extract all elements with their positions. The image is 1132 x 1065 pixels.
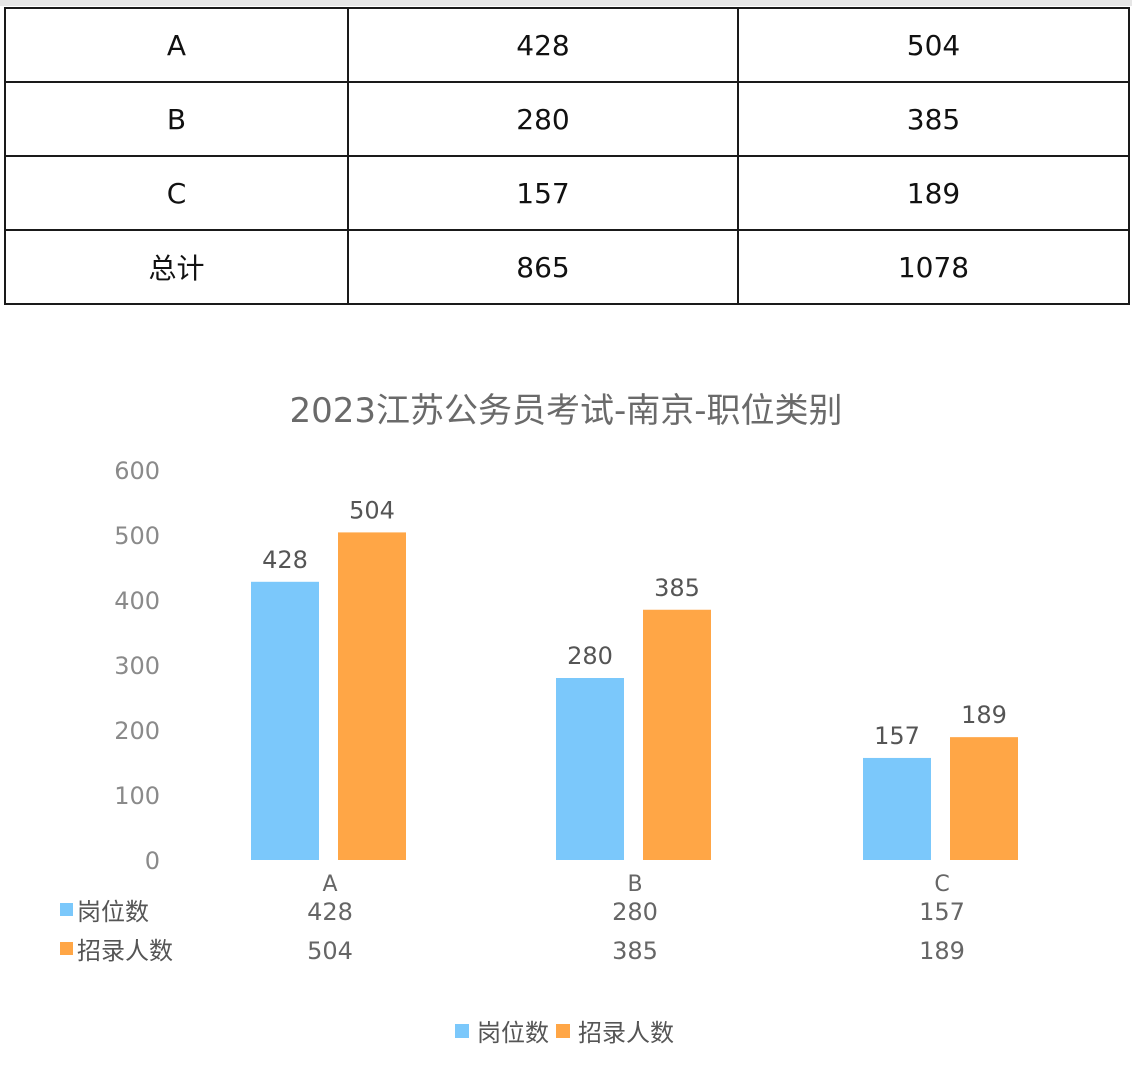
x-tick-label: B <box>627 872 642 897</box>
table-cell: A <box>4 7 349 83</box>
data-label: 428 <box>262 546 308 574</box>
bar <box>556 678 624 860</box>
legend-swatch <box>455 1024 469 1038</box>
table-row: 总计 865 1078 <box>4 229 1130 305</box>
legend-swatch <box>556 1024 570 1038</box>
table-cell: 280 <box>347 81 739 157</box>
summary-table: A 428 504 B 280 385 C 157 189 总计 865 107… <box>4 7 1130 305</box>
y-tick-label: 300 <box>114 652 160 680</box>
data-table-value: 428 <box>307 898 353 926</box>
legend-label: 招录人数 <box>578 1019 674 1047</box>
bar <box>950 737 1018 860</box>
table-cell: 总计 <box>4 229 349 305</box>
data-table-value: 157 <box>919 898 965 926</box>
y-tick-label: 200 <box>114 717 160 745</box>
top-border <box>0 0 1132 6</box>
data-table-value: 189 <box>919 937 965 965</box>
data-label: 280 <box>567 642 613 670</box>
data-label: 504 <box>349 496 395 524</box>
table-cell: 428 <box>347 7 739 83</box>
table-cell: 157 <box>347 155 739 231</box>
table-cell: 189 <box>737 155 1130 231</box>
legend-key-swatch <box>60 942 73 955</box>
data-label: 157 <box>874 722 920 750</box>
data-label: 189 <box>961 701 1007 729</box>
y-tick-label: 0 <box>145 847 160 875</box>
bar <box>338 532 406 860</box>
legend-key-label: 招录人数 <box>77 937 173 965</box>
chart-title: 2023江苏公务员考试-南京-职位类别 <box>289 391 842 431</box>
bar <box>643 609 711 860</box>
y-tick-label: 100 <box>114 782 160 810</box>
bar <box>251 581 319 860</box>
bar <box>863 757 931 860</box>
x-tick-label: A <box>322 872 337 897</box>
y-tick-label: 600 <box>114 457 160 485</box>
table-cell: 385 <box>737 81 1130 157</box>
legend-key-swatch <box>60 903 73 916</box>
table-row: C 157 189 <box>4 155 1130 231</box>
data-table-value: 280 <box>612 898 658 926</box>
table-row: A 428 504 <box>4 7 1130 83</box>
table-cell: 865 <box>347 229 739 305</box>
plot-area: 0 100 200 300 400 500 600 428 280 157 504 385 189 A B C… <box>60 457 1018 1047</box>
table-cell: 1078 <box>737 229 1130 305</box>
legend-label: 岗位数 <box>477 1019 549 1047</box>
data-label: 385 <box>654 574 700 602</box>
y-tick-label: 500 <box>114 522 160 550</box>
table-cell: C <box>4 155 349 231</box>
y-tick-label: 400 <box>114 587 160 615</box>
legend-key-label: 岗位数 <box>77 898 149 926</box>
bar-chart: 2023江苏公务员考试-南京-职位类别 0 100 200 300 400 500 600 4… <box>60 391 1018 1047</box>
x-tick-label: C <box>934 872 949 897</box>
data-table-value: 504 <box>307 937 353 965</box>
table-cell: 504 <box>737 7 1130 83</box>
table-row: B 280 385 <box>4 81 1130 157</box>
table-cell: B <box>4 81 349 157</box>
data-table-value: 385 <box>612 937 658 965</box>
